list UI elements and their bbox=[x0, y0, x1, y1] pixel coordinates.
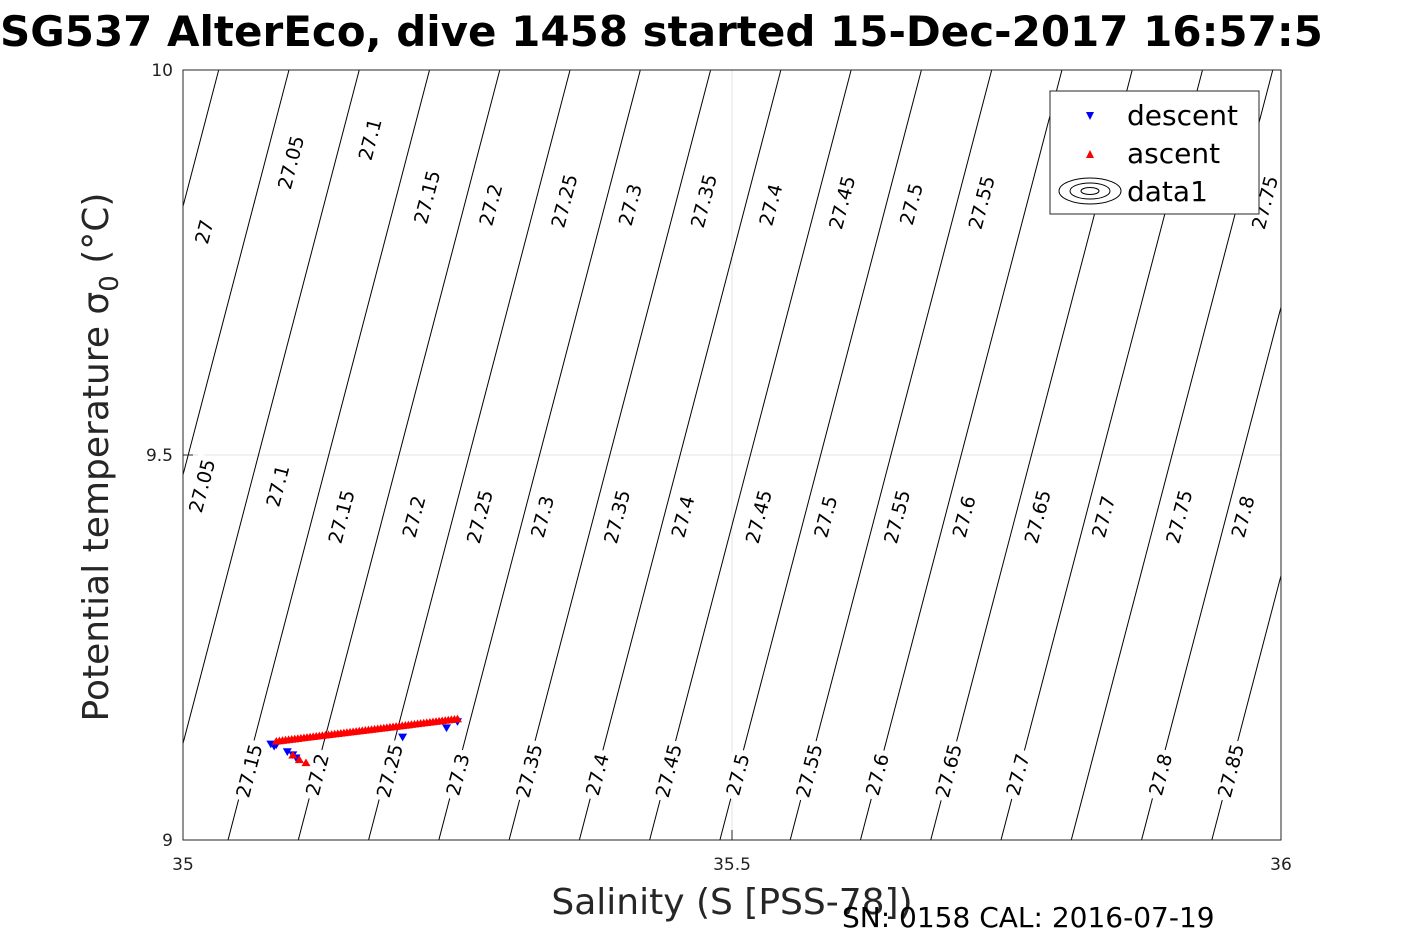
legend-data1-label: data1 bbox=[1127, 175, 1208, 208]
contour-label-background bbox=[183, 453, 221, 519]
data-points bbox=[266, 714, 462, 767]
chart-title: SG537 AlterEco, dive 1458 started 15-Dec… bbox=[0, 7, 1323, 56]
contour-label-background bbox=[665, 489, 700, 544]
contour-label-background bbox=[790, 738, 828, 803]
contour-label-background bbox=[753, 177, 788, 232]
contour-label-background bbox=[525, 489, 560, 544]
contour-label-background bbox=[894, 177, 928, 231]
y-axis-label: Potential temperature σ0 (°C) bbox=[76, 193, 125, 722]
legend-ascent-label: ascent bbox=[1127, 137, 1220, 170]
contour-label-background bbox=[1225, 489, 1260, 544]
contour-label-background bbox=[461, 484, 498, 549]
x-tick-label: 35.5 bbox=[713, 855, 751, 875]
contour-label-background bbox=[230, 738, 268, 803]
contour-label-background bbox=[1246, 170, 1283, 235]
contour-label-background bbox=[962, 170, 1000, 235]
isopycnal-27.1 bbox=[182, 69, 290, 476]
contour-label-background bbox=[545, 168, 583, 234]
ascent-point bbox=[301, 758, 311, 767]
contour-label-background bbox=[352, 112, 387, 167]
contour-label-background bbox=[859, 747, 894, 802]
contour-label-background bbox=[598, 484, 636, 549]
x-tick-label: 36 bbox=[1270, 855, 1292, 875]
contour-label-background bbox=[1000, 747, 1035, 802]
descent-point bbox=[282, 748, 292, 756]
isopycnal-27.15 bbox=[182, 69, 360, 744]
contour-label-background bbox=[408, 164, 446, 230]
svg-text:Potential temperature σ0 (°C): Potential temperature σ0 (°C) bbox=[76, 193, 125, 722]
contour-label-background bbox=[371, 738, 408, 803]
contour-label-background bbox=[946, 489, 981, 544]
isopycnal-27.45 bbox=[578, 69, 782, 841]
isopycnal-27.35 bbox=[438, 69, 641, 841]
x-tick-label: 35 bbox=[172, 855, 194, 875]
contour-label-background bbox=[1143, 747, 1178, 802]
y-axis-label-unit: (°C) bbox=[76, 193, 117, 264]
contour-label-background bbox=[1018, 484, 1056, 549]
isopycnal-27.3 bbox=[368, 69, 571, 841]
isopycnal-27.25 bbox=[297, 69, 501, 841]
isopycnal-27.65 bbox=[859, 69, 1063, 841]
ascent-point bbox=[294, 755, 304, 764]
contour-label-background bbox=[720, 747, 755, 802]
contour-label-background bbox=[823, 170, 861, 235]
footer-serial-calibration: SN: 0158 CAL: 2016-07-19 bbox=[842, 901, 1215, 934]
y-axis-label-main: Potential temperature σ bbox=[76, 292, 117, 722]
y-axis-label-subscript: 0 bbox=[95, 275, 125, 292]
contour-label-27: 27 bbox=[189, 215, 219, 249]
isopycnal-27.6 bbox=[789, 69, 993, 841]
y-tick-label: 9.5 bbox=[146, 446, 173, 466]
contour-label-background bbox=[878, 484, 916, 549]
ascent-point bbox=[288, 750, 298, 759]
isopycnal-contours bbox=[182, 69, 1282, 841]
legend-data1-contour-icon bbox=[1058, 177, 1122, 205]
legend-descent-label: descent bbox=[1127, 99, 1238, 132]
ascent-point bbox=[453, 714, 462, 723]
legend-descent-marker bbox=[1086, 112, 1094, 120]
contour-label-background bbox=[685, 168, 722, 234]
contour-label-background bbox=[739, 484, 777, 549]
legend: descent ascent data1 bbox=[1049, 90, 1260, 215]
y-tick-label: 9 bbox=[162, 831, 173, 851]
contour-label-background bbox=[322, 484, 360, 549]
contour-label-background bbox=[440, 747, 475, 802]
descent-point bbox=[398, 733, 408, 742]
contour-label-background bbox=[929, 738, 967, 803]
descent-point bbox=[442, 724, 452, 733]
y-tick-label: 10 bbox=[151, 61, 173, 81]
axis-ticks: 35 35.5 36 9 9.5 10 bbox=[146, 61, 1292, 875]
isopycnal-27.2 bbox=[227, 69, 430, 841]
contour-label-background bbox=[1086, 489, 1121, 544]
isopycnal-27.55 bbox=[719, 69, 922, 841]
contour-label-background bbox=[189, 215, 219, 249]
contour-label-background bbox=[473, 177, 508, 232]
contour-label-background bbox=[510, 738, 548, 803]
contour-label-background bbox=[612, 177, 647, 232]
descent-point bbox=[269, 742, 279, 751]
legend-ascent-marker bbox=[1086, 150, 1094, 158]
contour-label-background bbox=[649, 738, 687, 803]
contour-label-27.4: 27.4 bbox=[579, 747, 614, 802]
isopycnal-27.4 bbox=[508, 69, 712, 841]
contour-label-background bbox=[260, 458, 295, 513]
contour-label-background bbox=[272, 130, 309, 195]
contour-label-background bbox=[396, 489, 431, 544]
contour-label-background bbox=[1160, 484, 1198, 549]
contour-label-background bbox=[1212, 738, 1249, 803]
isopycnal-27.05 bbox=[182, 69, 220, 207]
contour-label-background bbox=[579, 747, 614, 802]
contour-label-background bbox=[808, 489, 843, 544]
isopycnal-27.5 bbox=[649, 69, 852, 841]
contour-label-background bbox=[299, 747, 334, 802]
x-axis-label: Salinity (S [PSS-78]) bbox=[551, 882, 912, 923]
